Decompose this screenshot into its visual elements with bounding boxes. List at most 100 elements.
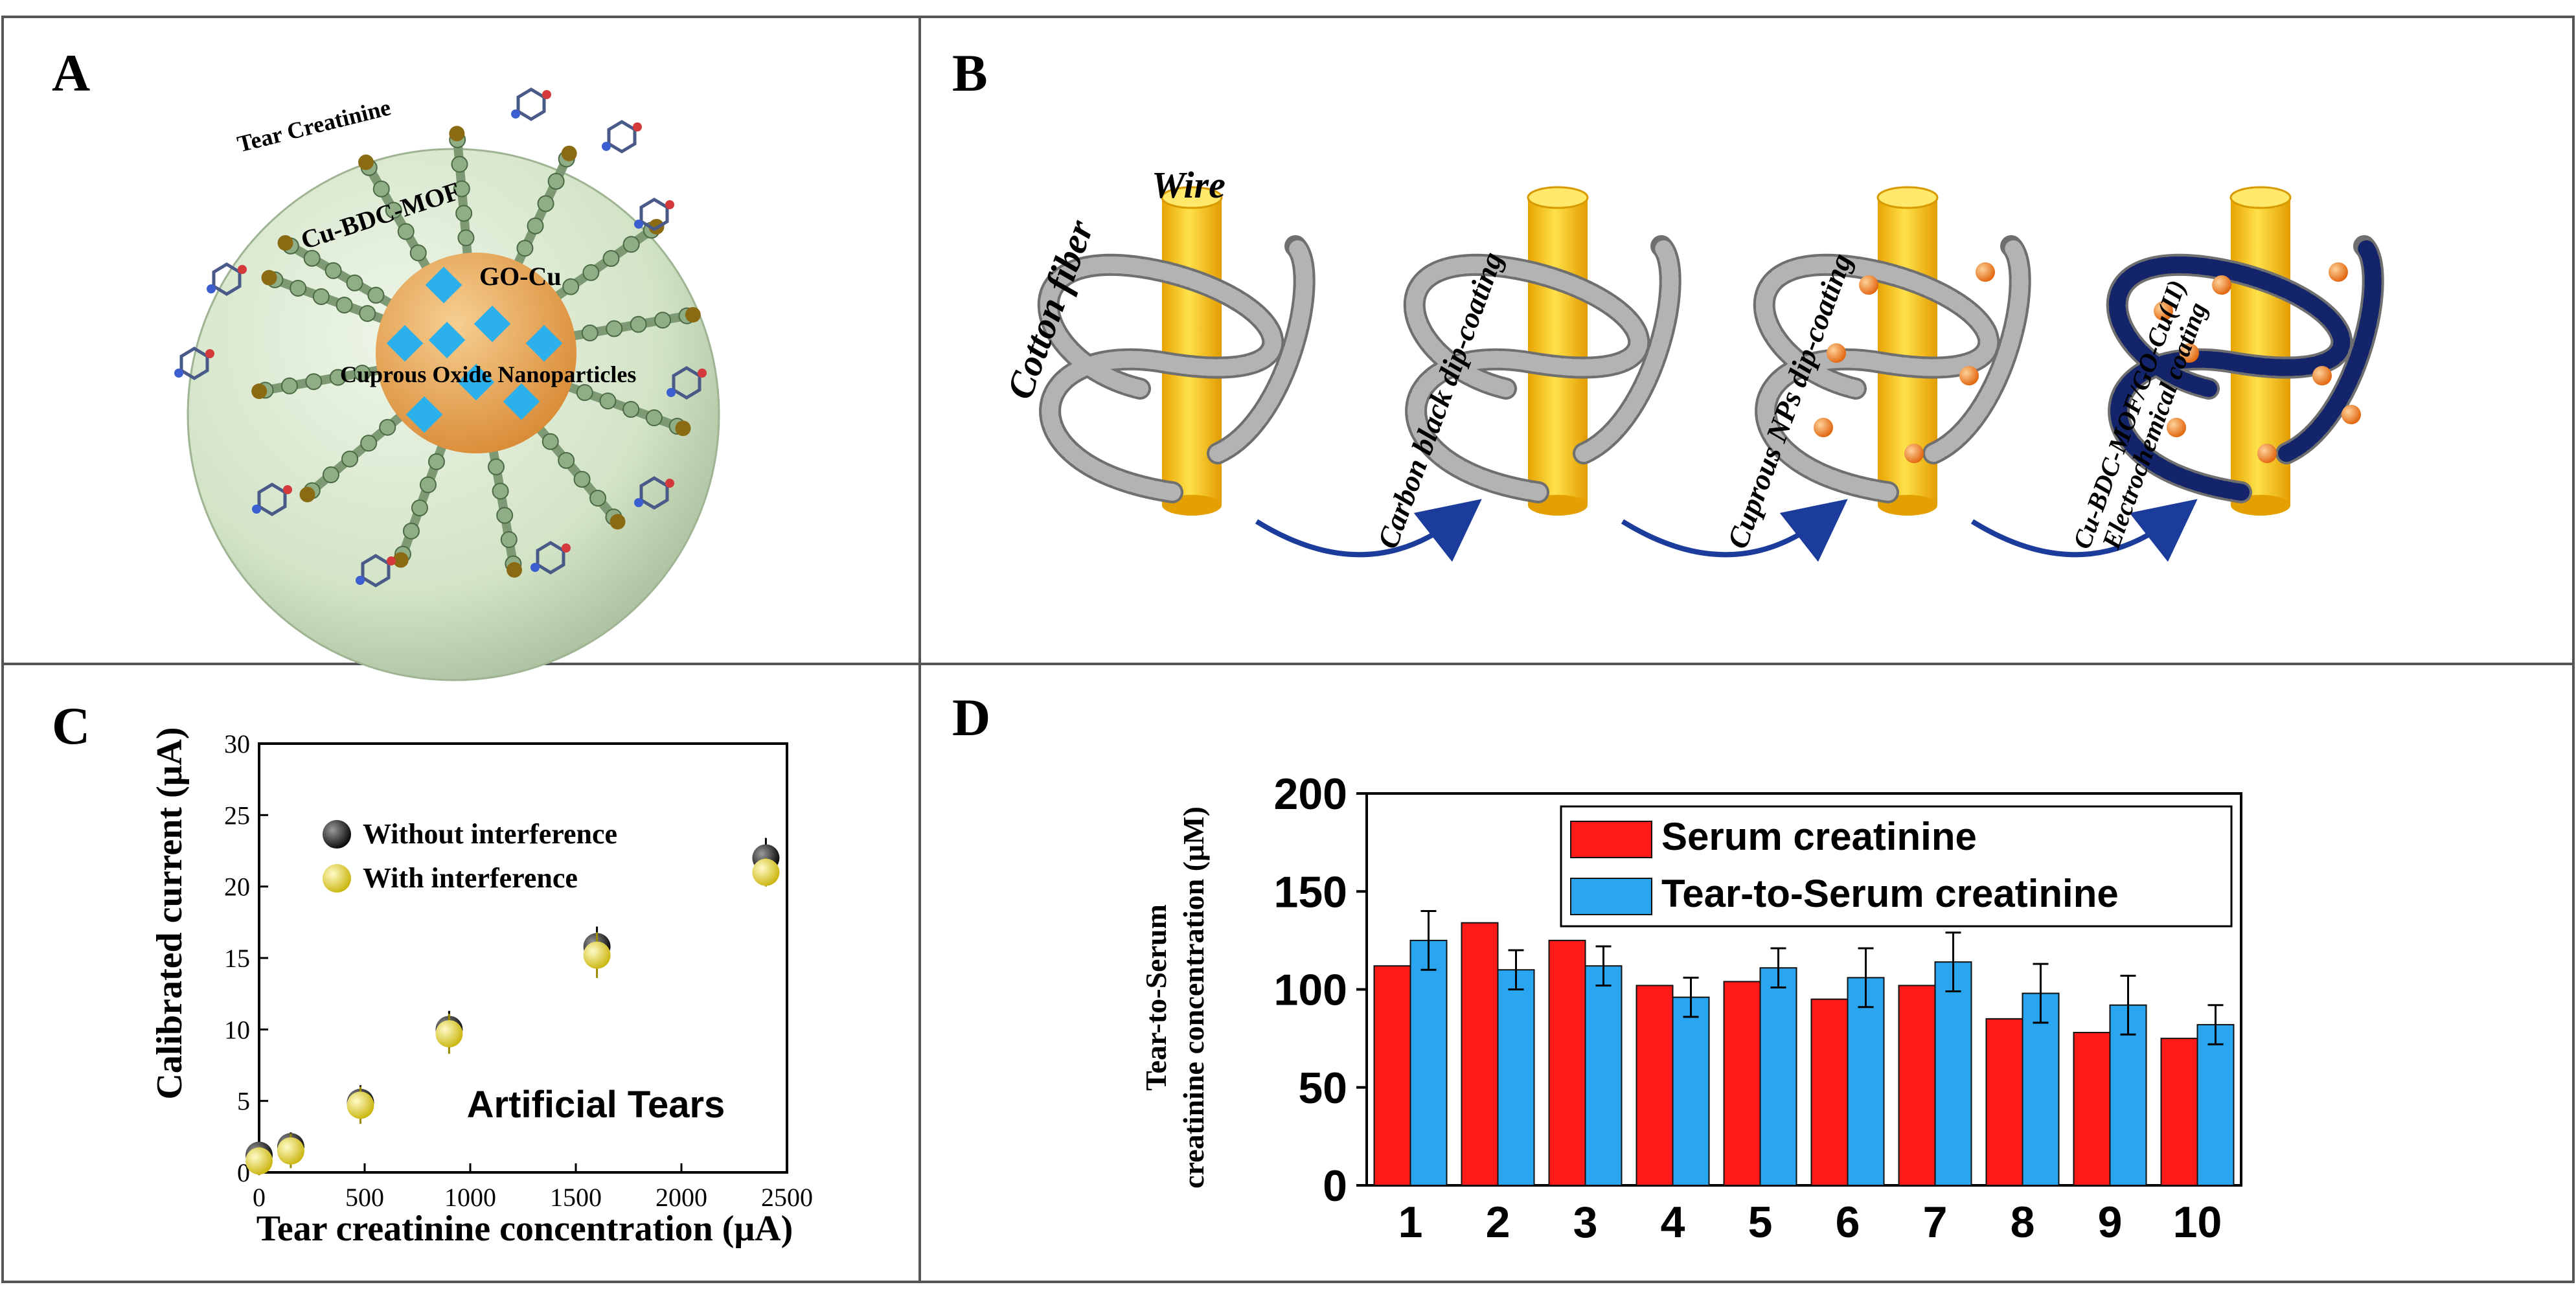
chart-c-ytick-label: 20	[224, 872, 250, 902]
chart-d-ylabel-line1: Tear-to-Serum	[1139, 904, 1172, 1091]
chart-d-bar-tear	[1847, 977, 1885, 1186]
mof-metal-node	[685, 306, 701, 323]
chart-d-bar-serum	[1723, 981, 1761, 1187]
mof-metal-node	[393, 552, 409, 568]
mof-ligand-chains	[251, 126, 701, 578]
mof-node	[582, 264, 600, 281]
chart-d-xtick-label: 5	[1748, 1198, 1773, 1247]
chart-d: 0 50 100 150 200 1 2 3 4 5 6 7 8 9 10	[1274, 770, 2242, 1247]
mof-node	[397, 223, 415, 240]
mof-node	[360, 435, 378, 452]
panel-a: A Tear Creatinine Cu-BDC-MOF GO-Cu Cupro…	[52, 43, 720, 681]
mof-node	[336, 296, 353, 314]
mof-node	[325, 262, 342, 279]
chart-c-ytick-label: 10	[224, 1015, 250, 1044]
chart-d-bar-serum	[1810, 998, 1849, 1186]
oxygen-atom	[205, 349, 214, 358]
mof-node	[457, 229, 475, 247]
chart-d-bar-serum	[1636, 985, 1674, 1186]
mof-node	[455, 205, 473, 222]
mof-node	[654, 312, 672, 329]
mof-node	[305, 373, 323, 391]
chart-d-xtick-label: 9	[2098, 1198, 2123, 1247]
mof-metal-node	[358, 154, 374, 170]
mof-node	[329, 369, 347, 386]
chart-d-bar-tear	[1584, 965, 1623, 1186]
label-step-carbon-black: Carbon black dip-coating	[1371, 247, 1509, 553]
chart-d-legend-box	[1560, 805, 2233, 928]
mof-node	[451, 155, 468, 173]
chart-c-point	[277, 1137, 304, 1165]
mof-node	[606, 320, 623, 337]
cuprous-np-bead	[2212, 275, 2231, 295]
chart-c-ytick-label: 5	[237, 1087, 250, 1116]
nitrogen-atom	[634, 498, 643, 507]
chart-c-xtick-label: 0	[253, 1183, 266, 1212]
chart-d-xtick-label: 10	[2173, 1198, 2222, 1247]
oxygen-atom	[665, 200, 674, 209]
mof-node	[630, 315, 647, 333]
mof-node	[346, 274, 363, 291]
mof-node	[280, 377, 298, 394]
mof-node	[322, 466, 339, 484]
chart-d-bar-tear	[1759, 967, 1797, 1186]
mof-metal-node	[277, 235, 293, 251]
mof-node	[312, 288, 330, 305]
oxygen-atom	[283, 485, 292, 494]
cotton-fiber	[2108, 238, 2382, 501]
chart-d-legend-swatch-1	[1570, 821, 1652, 858]
label-wire: Wire	[1152, 164, 1225, 206]
go-cu-diamond	[457, 363, 495, 401]
chart-d-bar-tear	[1497, 969, 1535, 1186]
cuprous-np-bead	[1859, 275, 1878, 295]
cotton-fiber	[1406, 238, 1679, 501]
chart-d-bar-serum	[1461, 922, 1499, 1187]
panel-c-letter: C	[52, 696, 90, 755]
chart-c-xtick-label: 500	[345, 1183, 384, 1212]
chart-d-ytick-label: 100	[1274, 966, 1347, 1015]
mof-node	[367, 286, 385, 304]
coating-steps	[1037, 186, 2384, 562]
cotton-fiber	[1040, 238, 1313, 501]
panel-d: D 0 50 100 150 200 1 2 3 4 5 6 7 8 9 10 Tear-to-Serum …	[952, 688, 2242, 1247]
chart-d-bar-tear	[2196, 1023, 2235, 1186]
mof-node	[602, 250, 620, 268]
mof-node	[562, 278, 580, 295]
mof-node	[354, 364, 371, 382]
chart-c-ylabel: Calibrated current (μA)	[150, 727, 190, 1099]
chart-d-xtick-label: 3	[1573, 1198, 1598, 1247]
chart-c-point	[583, 941, 611, 969]
chart-c-ytick-label: 30	[224, 729, 250, 758]
mof-metal-node	[675, 420, 691, 437]
mof-node	[372, 180, 390, 198]
mof-node	[427, 453, 445, 470]
oxygen-atom	[633, 122, 642, 131]
chart-d-xtick-label: 4	[1661, 1198, 1685, 1247]
panel-b-letter: B	[952, 43, 988, 102]
cuprous-np-bead	[1904, 444, 1924, 463]
chart-d-xtick-label: 8	[2011, 1198, 2035, 1247]
mof-metal-node	[610, 514, 626, 530]
chart-d-xtick-label: 6	[1836, 1198, 1860, 1247]
mof-node	[537, 195, 554, 212]
chart-c-legend-marker-2	[323, 864, 351, 893]
chart-c-legend-label-1: Without interference	[363, 818, 617, 850]
nitrogen-atom	[667, 388, 676, 397]
chart-d-xtick-label: 7	[1923, 1198, 1948, 1247]
cuprous-np-bead	[2312, 366, 2332, 385]
label-step-cuprous-nps: Cuprous NPs dip-coating	[1720, 249, 1858, 553]
mof-node	[576, 384, 593, 402]
cuprous-np-bead	[2180, 343, 2199, 363]
chart-c-point	[347, 1091, 374, 1119]
chart-d-bar-tear	[1409, 939, 1448, 1186]
panel-d-letter: D	[952, 688, 990, 747]
wire-top	[1161, 186, 1223, 209]
mof-node	[516, 240, 534, 257]
nitrogen-atom	[207, 284, 216, 293]
cuprous-np-bead	[2329, 262, 2348, 282]
mof-node	[487, 458, 505, 475]
chart-c-legend-label-2: With interference	[363, 862, 578, 894]
chart-c-legend-marker-1	[323, 820, 351, 849]
mof-node	[599, 393, 617, 410]
